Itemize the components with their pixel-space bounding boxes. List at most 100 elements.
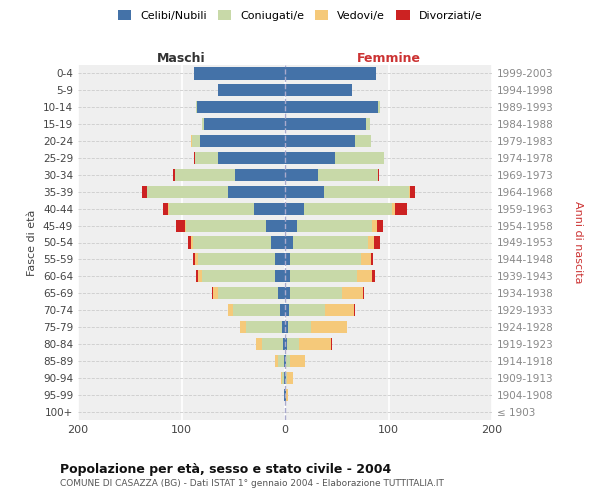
Bar xyxy=(285,254,290,266)
Bar xyxy=(342,287,362,300)
Bar xyxy=(285,84,352,96)
Bar xyxy=(285,186,325,198)
Bar xyxy=(287,338,299,350)
Bar xyxy=(169,202,254,215)
Bar xyxy=(285,169,318,181)
Bar xyxy=(409,186,410,198)
Bar xyxy=(275,270,285,282)
Bar xyxy=(335,152,385,164)
Bar xyxy=(163,202,168,215)
Bar xyxy=(285,118,366,130)
Bar xyxy=(325,186,409,198)
Bar xyxy=(285,152,335,164)
Bar xyxy=(218,84,285,96)
Bar xyxy=(286,372,287,384)
Bar xyxy=(392,202,395,215)
Bar xyxy=(196,270,198,282)
Text: Femmine: Femmine xyxy=(356,52,421,65)
Bar xyxy=(266,220,285,232)
Bar xyxy=(282,372,284,384)
Bar xyxy=(293,236,368,248)
Bar xyxy=(198,254,275,266)
Bar xyxy=(191,236,193,248)
Bar xyxy=(285,287,290,300)
Bar xyxy=(278,354,284,367)
Bar xyxy=(374,236,380,248)
Bar xyxy=(245,321,282,333)
Bar xyxy=(193,236,271,248)
Bar xyxy=(194,152,195,164)
Bar xyxy=(275,254,285,266)
Bar xyxy=(204,118,285,130)
Bar xyxy=(290,287,342,300)
Bar xyxy=(262,338,283,350)
Bar xyxy=(195,152,218,164)
Bar xyxy=(168,202,169,215)
Bar xyxy=(285,68,376,80)
Bar xyxy=(299,338,331,350)
Bar xyxy=(325,304,355,316)
Bar xyxy=(355,135,371,147)
Bar xyxy=(175,169,235,181)
Text: Maschi: Maschi xyxy=(157,52,206,65)
Bar xyxy=(285,388,286,400)
Bar xyxy=(378,169,379,181)
Bar xyxy=(218,287,278,300)
Bar xyxy=(235,169,285,181)
Bar xyxy=(331,338,332,350)
Bar xyxy=(371,254,373,266)
Bar xyxy=(193,254,195,266)
Y-axis label: Fasce di età: Fasce di età xyxy=(28,210,37,276)
Bar xyxy=(285,372,286,384)
Bar xyxy=(290,254,361,266)
Bar xyxy=(377,220,383,232)
Bar xyxy=(290,354,305,367)
Text: Popolazione per età, sesso e stato civile - 2004: Popolazione per età, sesso e stato civil… xyxy=(60,462,391,475)
Bar xyxy=(285,101,378,114)
Bar xyxy=(195,254,198,266)
Bar xyxy=(280,304,285,316)
Bar xyxy=(286,388,288,400)
Bar xyxy=(202,118,204,130)
Bar xyxy=(286,354,290,367)
Bar xyxy=(241,321,245,333)
Bar xyxy=(192,135,200,147)
Bar xyxy=(311,321,347,333)
Bar xyxy=(285,304,289,316)
Bar xyxy=(298,220,372,232)
Bar xyxy=(285,220,298,232)
Bar xyxy=(318,169,378,181)
Bar xyxy=(287,372,293,384)
Bar xyxy=(284,388,285,400)
Bar xyxy=(368,236,374,248)
Y-axis label: Anni di nascita: Anni di nascita xyxy=(573,201,583,284)
Bar xyxy=(176,220,185,232)
Bar xyxy=(362,287,364,300)
Bar xyxy=(372,220,377,232)
Bar xyxy=(285,202,304,215)
Bar xyxy=(185,220,266,232)
Bar xyxy=(194,68,285,80)
Bar xyxy=(285,321,288,333)
Bar xyxy=(202,270,275,282)
Bar xyxy=(212,287,218,300)
Bar xyxy=(200,135,285,147)
Bar xyxy=(378,101,380,114)
Bar xyxy=(218,152,285,164)
Bar xyxy=(254,202,285,215)
Legend: Celibi/Nubili, Coniugati/e, Vedovi/e, Divorziati/e: Celibi/Nubili, Coniugati/e, Vedovi/e, Di… xyxy=(116,8,484,24)
Bar xyxy=(285,236,293,248)
Bar xyxy=(148,186,228,198)
Bar xyxy=(285,338,287,350)
Bar xyxy=(271,236,285,248)
Bar xyxy=(290,270,358,282)
Bar xyxy=(283,338,285,350)
Bar xyxy=(284,372,285,384)
Bar xyxy=(395,202,407,215)
Bar xyxy=(275,354,278,367)
Bar xyxy=(233,304,280,316)
Bar xyxy=(285,270,290,282)
Bar xyxy=(285,354,286,367)
Bar xyxy=(173,169,175,181)
Bar xyxy=(304,202,392,215)
